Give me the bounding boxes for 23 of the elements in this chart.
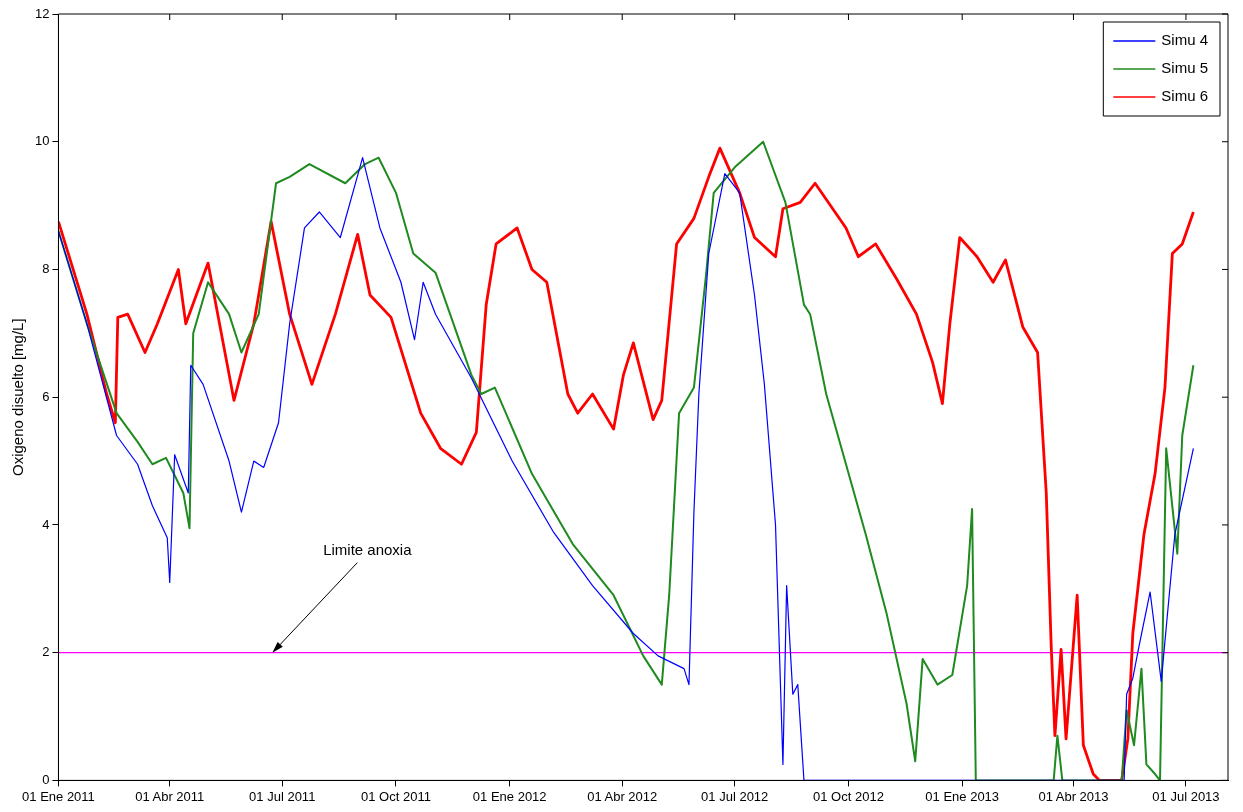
- legend-label: Simu 5: [1161, 59, 1208, 77]
- x-tick-label: 01 Jul 2012: [701, 788, 769, 804]
- y-axis-title: Oxigeno disuelto [mg/L]: [9, 318, 27, 476]
- y-tick-label: 0: [42, 771, 50, 787]
- y-tick-label: 10: [34, 133, 50, 149]
- legend-label: Simu 6: [1161, 87, 1208, 105]
- x-tick-label: 01 Ene 2011: [22, 788, 95, 804]
- x-tick-label: 01 Abr 2011: [135, 788, 205, 804]
- y-tick-label: 4: [42, 516, 50, 532]
- y-tick-label: 8: [42, 261, 50, 277]
- y-tick-label: 2: [42, 644, 50, 660]
- x-tick-label: 01 Abr 2013: [1038, 788, 1109, 804]
- x-tick-label: 01 Ene 2012: [472, 788, 547, 804]
- x-tick-label: 01 Oct 2011: [361, 788, 431, 804]
- x-tick-label: 01 Oct 2012: [813, 788, 884, 804]
- x-tick-label: 01 Jul 2013: [1152, 788, 1220, 804]
- legend-label: Simu 4: [1161, 31, 1208, 49]
- x-tick-label: 01 Abr 2012: [587, 788, 658, 804]
- y-tick-label: 6: [42, 388, 50, 404]
- x-tick-label: 01 Jul 2011: [249, 788, 316, 804]
- annotation: Limite anoxia: [323, 541, 413, 559]
- x-tick-label: 01 Ene 2013: [925, 788, 1000, 804]
- y-tick-label: 12: [34, 5, 50, 21]
